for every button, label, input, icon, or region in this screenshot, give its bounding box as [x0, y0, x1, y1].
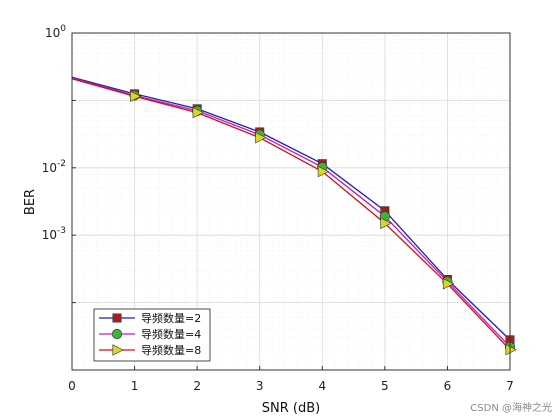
x-tick-label: 7	[506, 379, 514, 393]
series-line-2	[71, 77, 511, 348]
series-3-point	[130, 90, 142, 102]
legend-label-3: 导频数量=8	[141, 343, 201, 357]
series-3-point	[192, 106, 205, 119]
series-line-1	[71, 76, 511, 341]
x-tick-label: 1	[131, 379, 139, 393]
legend-label-2: 导频数量=4	[141, 327, 201, 341]
x-tick-label: 4	[318, 379, 326, 393]
x-axis-label: SNR (dB)	[262, 401, 320, 416]
x-tick-label: 3	[256, 379, 264, 393]
x-tick-label: 5	[381, 379, 389, 393]
ticks: 0 1 2 3 4 5 6 7 100 10-2 10-3	[42, 24, 514, 393]
legend-marker-2	[111, 328, 123, 340]
y-tick-label: 10-3	[42, 226, 66, 242]
plot-frame	[71, 32, 511, 371]
series-3-point	[255, 131, 267, 144]
series-3-point	[317, 165, 330, 178]
y-axis-label: BER	[23, 189, 38, 215]
legend: 导频数量=2 导频数量=4 导频数量=8	[93, 308, 211, 362]
series-line-3	[71, 78, 511, 351]
series-3-point	[380, 217, 392, 230]
series-3-point	[505, 344, 517, 356]
x-tick-label: 0	[68, 379, 76, 393]
series-3-point	[442, 278, 455, 290]
legend-marker-3	[112, 344, 124, 356]
legend-label-1: 导频数量=2	[141, 311, 201, 325]
y-tick-label: 100	[45, 24, 66, 40]
y-tick-label: 10-2	[42, 159, 66, 175]
x-tick-label: 2	[193, 379, 201, 393]
watermark: CSDN @海神之光	[470, 403, 552, 414]
x-tick-label: 6	[444, 379, 452, 393]
legend-marker-1	[112, 313, 122, 323]
